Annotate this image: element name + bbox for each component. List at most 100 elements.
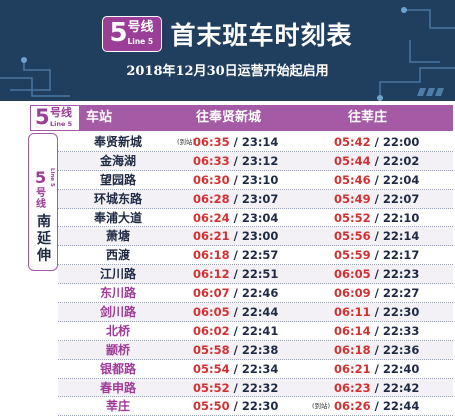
- column-header-to-fengxian-xincheng: 往奉贤新城: [196, 110, 262, 125]
- first-train-time: 06:24: [193, 210, 230, 225]
- table-row: 江川路 06:12 / 22:51 06:05 / 22:23: [58, 265, 453, 285]
- table-row: 萧塘 06:21 / 23:00 05:56 / 22:14: [58, 227, 453, 247]
- time-separator: /: [370, 305, 383, 320]
- page-title: 首末班车时刻表: [170, 21, 353, 50]
- last-train-time: 22:57: [241, 248, 279, 263]
- station-name: 望园路: [99, 172, 136, 187]
- table-row: 环城东路 06:28 / 23:07 05:49 / 22:07: [58, 189, 453, 209]
- first-train-time: 06:09: [334, 286, 371, 301]
- south-extension-label: 5 Line 5 号线 南延伸: [28, 133, 58, 271]
- station-name: 银都路: [99, 361, 136, 376]
- time-separator: /: [229, 323, 242, 338]
- table-row: 望园路 06:30 / 23:10 05:46 / 22:04: [58, 171, 453, 190]
- station-name: 北桥: [105, 323, 130, 338]
- line-number: 5: [109, 18, 128, 48]
- last-train-time: 23:14: [241, 135, 279, 149]
- times-to-xinzhuang: 05:46 / 22:04: [334, 171, 419, 189]
- last-train-time: 22:00: [382, 135, 420, 149]
- last-train-time: 22:14: [382, 229, 420, 244]
- first-train-time: 06:21: [334, 361, 371, 376]
- time-separator: /: [370, 229, 383, 244]
- times-to-fengxian-xincheng: 05:50 / 22:30: [193, 397, 278, 415]
- last-train-time: 22:07: [382, 191, 420, 206]
- column-header-to-xinzhuang: 往莘庄: [348, 110, 388, 125]
- last-train-time: 22:32: [241, 380, 279, 395]
- first-train-time: 06:26: [334, 399, 371, 414]
- time-separator: /: [370, 191, 383, 206]
- time-separator: /: [229, 380, 242, 395]
- first-train-time: 06:02: [193, 323, 230, 338]
- time-separator: /: [370, 286, 383, 301]
- times-to-xinzhuang: 05:59 / 22:17: [334, 246, 419, 264]
- station-name: 莘庄: [105, 399, 130, 414]
- first-train-time: 06:05: [334, 267, 371, 282]
- time-separator: /: [370, 323, 383, 338]
- first-train-time: 06:21: [193, 229, 230, 244]
- table-row: 奉贤新城 (到站) 06:35 / 23:14 05:42 / 22:00: [58, 133, 453, 152]
- station-name: 奉贤新城: [93, 135, 142, 149]
- time-separator: /: [229, 305, 242, 320]
- first-train-time: 06:12: [193, 267, 230, 282]
- last-train-time: 22:38: [241, 342, 279, 357]
- time-separator: /: [229, 399, 242, 414]
- time-separator: /: [370, 210, 383, 225]
- last-train-time: 22:44: [241, 305, 279, 320]
- table-row: 春申路 05:52 / 22:32 06:23 / 22:42: [58, 378, 453, 398]
- side-line-name-en: Line 5: [49, 168, 55, 187]
- south-extension-text: 南延伸: [37, 214, 51, 264]
- times-to-xinzhuang: 06:09 / 22:27: [334, 284, 419, 302]
- last-train-time: 22:34: [241, 361, 279, 376]
- times-to-fengxian-xincheng: 06:12 / 22:51: [193, 265, 278, 283]
- last-train-time: 22:42: [382, 380, 420, 395]
- times-to-fengxian-xincheng: 06:07 / 22:46: [193, 284, 278, 302]
- times-to-xinzhuang: 06:14 / 22:33: [334, 322, 419, 340]
- first-train-time: 05:44: [334, 153, 371, 168]
- line-5-badge: 5 号线 Line 5: [102, 16, 163, 52]
- times-to-fengxian-xincheng: 06:30 / 23:10: [193, 171, 278, 189]
- first-train-time: 06:07: [193, 286, 230, 301]
- last-train-time: 23:12: [241, 153, 279, 168]
- last-train-time: 23:07: [241, 191, 279, 206]
- last-train-time: 23:04: [241, 210, 279, 225]
- time-separator: /: [370, 172, 383, 187]
- table-row: 颛桥 05:58 / 22:38 06:18 / 22:36: [58, 340, 453, 360]
- first-train-time: 06:18: [334, 342, 371, 357]
- time-separator: /: [229, 267, 242, 282]
- last-train-time: 22:30: [382, 305, 420, 320]
- times-to-fengxian-xincheng: 06:24 / 23:04: [193, 209, 278, 227]
- times-to-fengxian-xincheng: 06:02 / 22:41: [193, 322, 278, 340]
- line-name-en: Line 5: [127, 37, 154, 46]
- last-train-time: 22:46: [241, 286, 279, 301]
- times-to-fengxian-xincheng: 06:35 / 23:14: [193, 133, 278, 151]
- table-row: 西渡 06:18 / 22:57 05:59 / 22:17: [58, 246, 453, 266]
- header-line-badge: 5 号线 Line 5: [30, 105, 80, 131]
- times-to-xinzhuang: 06:21 / 22:40: [334, 360, 419, 378]
- times-to-xinzhuang: 05:42 / 22:00: [334, 133, 419, 151]
- station-name: 江川路: [99, 267, 136, 282]
- first-train-time: 05:54: [193, 361, 230, 376]
- first-train-time: 05:58: [193, 342, 230, 357]
- table-row: 银都路 05:54 / 22:34 06:21 / 22:40: [58, 360, 453, 379]
- time-separator: /: [229, 361, 242, 376]
- times-to-xinzhuang: 06:18 / 22:36: [334, 341, 419, 359]
- station-name: 奉浦大道: [93, 210, 142, 225]
- table-row: 莘庄 05:50 / 22:30 (到站) 06:26 / 22:44: [58, 397, 453, 417]
- first-train-time: 05:50: [193, 399, 230, 414]
- first-train-time: 05:46: [334, 172, 371, 187]
- time-separator: /: [229, 153, 242, 168]
- time-separator: /: [229, 135, 242, 149]
- time-separator: /: [370, 361, 383, 376]
- time-separator: /: [370, 267, 383, 282]
- station-name: 西渡: [105, 248, 130, 263]
- times-to-fengxian-xincheng: 05:54 / 22:34: [193, 360, 278, 378]
- first-train-time: 06:11: [334, 305, 371, 320]
- times-to-fengxian-xincheng: 06:28 / 23:07: [193, 190, 278, 208]
- first-train-time: 06:33: [193, 153, 230, 168]
- time-separator: /: [229, 172, 242, 187]
- last-train-time: 22:27: [382, 286, 420, 301]
- time-separator: /: [370, 153, 383, 168]
- times-to-xinzhuang: 05:49 / 22:07: [334, 190, 419, 208]
- station-name: 环城东路: [93, 191, 142, 206]
- table-row: 奉浦大道 06:24 / 23:04 05:52 / 22:10: [58, 209, 453, 228]
- times-to-fengxian-xincheng: 06:21 / 23:00: [193, 227, 278, 245]
